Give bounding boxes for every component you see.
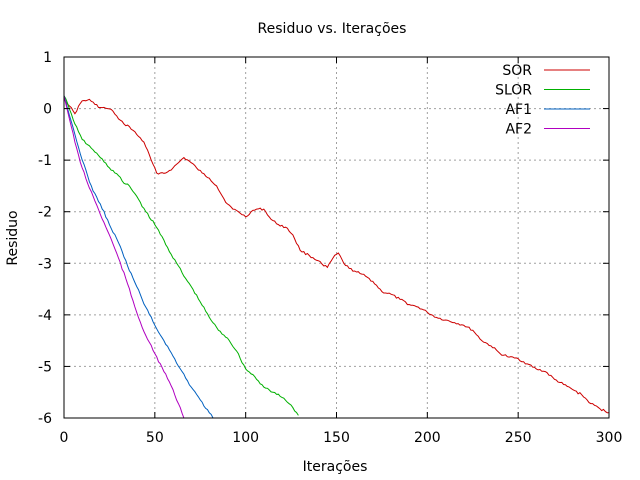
y-tick-label: -2 [38,205,52,221]
series-line-slor [64,95,299,416]
legend-label-af1: AF1 [505,102,532,118]
y-tick-label: 0 [43,102,52,118]
y-tick-label: -4 [38,308,52,324]
ticks: 0 50 100 150 200 250 300 1 0 -1 -2 -3 -4 -5 -6 [38,50,622,446]
y-tick-label: -3 [38,256,52,272]
series-line-sor [64,98,609,414]
chart-title: Residuo vs. Iterações [258,21,407,37]
y-tick-label: 1 [43,50,52,66]
y-tick-label: -6 [38,411,52,427]
grid [64,57,609,418]
legend-label-af2: AF2 [505,122,532,138]
series-line-af1 [64,95,214,418]
x-tick-label: 200 [414,430,441,446]
legend: SOR SLOR AF1 AF2 [495,63,590,138]
y-tick-label: -1 [38,153,52,169]
legend-label-sor: SOR [502,63,532,79]
x-axis-label: Iterações [303,459,368,475]
x-tick-label: 100 [232,430,259,446]
y-tick-label: -5 [38,359,52,375]
x-tick-label: 50 [146,430,164,446]
x-tick-label: 250 [505,430,532,446]
series-group [64,95,609,418]
series-line-af2 [64,95,185,418]
legend-label-slor: SLOR [495,83,532,99]
y-axis-label: Residuo [5,210,21,265]
x-tick-label: 150 [323,430,350,446]
x-tick-label: 300 [596,430,623,446]
x-tick-label: 0 [60,430,69,446]
